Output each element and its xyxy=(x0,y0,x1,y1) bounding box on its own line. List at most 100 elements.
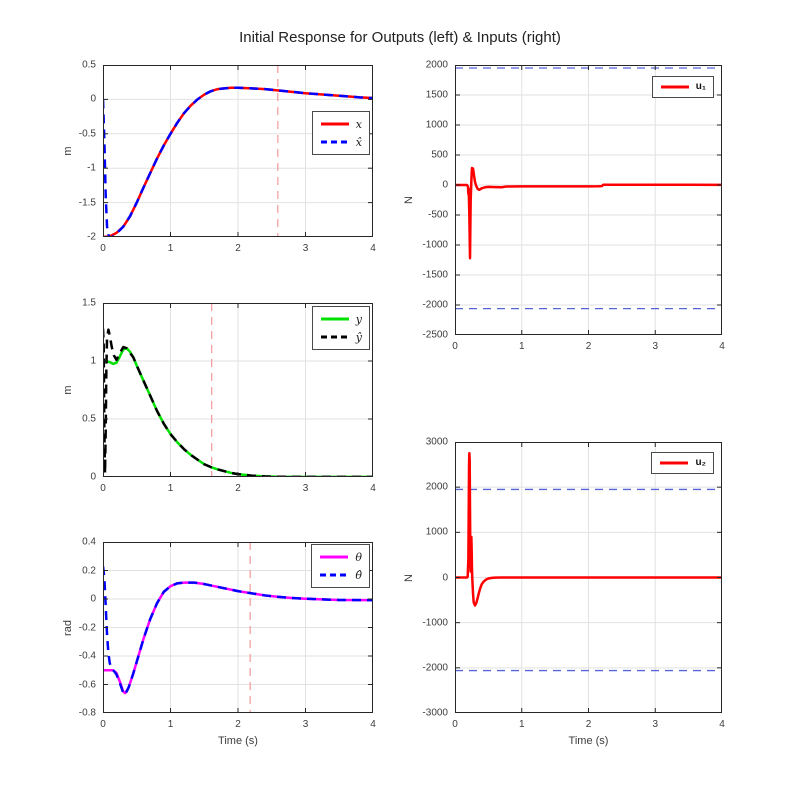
x-tick-label: 4 xyxy=(370,483,376,494)
legend-entry: θ̂ xyxy=(319,566,362,584)
y-tick-label: 0 xyxy=(90,471,96,483)
x-tick-label: 1 xyxy=(518,719,525,730)
x-tick-label: 1 xyxy=(167,483,174,494)
legend-label: u₂ xyxy=(695,457,706,468)
y-tick-label: -3000 xyxy=(422,707,448,719)
legend-label: θ xyxy=(355,550,362,564)
y-axis-label: m xyxy=(62,146,74,156)
x-tick-label: 3 xyxy=(302,719,309,730)
legend-line-swatch xyxy=(320,573,349,577)
plot-area xyxy=(455,442,722,713)
y-tick-label: 0.2 xyxy=(82,565,96,576)
y-tick-label: 3000 xyxy=(425,436,448,448)
legend-entry: u₂ xyxy=(659,456,706,470)
legend-label: x xyxy=(355,117,362,131)
legend-label: θ̂ xyxy=(355,568,362,582)
y-tick-label: -0.8 xyxy=(78,707,96,719)
y-tick-label: -2000 xyxy=(422,299,448,311)
y-tick-label: 0 xyxy=(90,93,96,105)
x-tick-label: 4 xyxy=(370,243,376,254)
y-tick-label: 2000 xyxy=(425,59,448,71)
y-tick-label: -500 xyxy=(427,209,448,221)
legend-entry: x̂ xyxy=(320,133,362,151)
y-tick-label: -1000 xyxy=(422,617,448,629)
y-tick-label: 0.5 xyxy=(82,413,96,425)
y-tick-label: -0.2 xyxy=(78,622,96,633)
x-tick-label: 3 xyxy=(652,341,659,352)
x-tick-label: 2 xyxy=(585,719,592,730)
legend-label: y xyxy=(355,312,362,326)
y-tick-label: -1.5 xyxy=(78,197,96,209)
subplot-u2-input: N Time (s) u₂ 0 1 2 3 4 -3000 -2000 -1000 0 1000 2… xyxy=(403,437,725,748)
y-tick-label: -0.5 xyxy=(78,128,96,140)
subplot-x-output: m x x̂ 0 1 2 3 4 -2 -1.5 -1 -0.5 0 0.5 xyxy=(62,60,376,255)
legend-box: u₁ xyxy=(651,76,714,98)
y-tick-label: 1500 xyxy=(425,89,448,101)
y-tick-label: -1 xyxy=(87,162,96,174)
legend-line-swatch xyxy=(320,122,349,126)
legend-label: ŷ xyxy=(355,330,362,344)
legend-box: x x̂ xyxy=(311,111,370,155)
x-tick-label: 0 xyxy=(452,341,458,352)
legend-line-swatch xyxy=(660,461,689,465)
x-tick-label: 1 xyxy=(167,719,174,730)
subplot-u1-input: N u₁ 0 1 2 3 4 -2500 -2000 -1500 -1000 -500 0 500 10… xyxy=(403,60,725,353)
y-tick-label: 1000 xyxy=(425,119,448,131)
x-tick-label: 0 xyxy=(100,243,106,254)
x-tick-label: 2 xyxy=(235,719,241,730)
legend-entry: y xyxy=(320,310,362,328)
legend-box: u₂ xyxy=(651,452,714,474)
x-tick-label: 2 xyxy=(235,483,241,494)
x-tick-label: 2 xyxy=(585,341,592,352)
x-tick-label: 1 xyxy=(518,341,525,352)
x-axis-label: Time (s) xyxy=(218,735,258,747)
legend-label: x̂ xyxy=(355,135,362,149)
legend-line-swatch xyxy=(320,317,349,321)
y-axis-label: m xyxy=(62,385,74,395)
legend-label: u₁ xyxy=(695,81,706,92)
legend-entry: ŷ xyxy=(320,328,362,346)
x-tick-label: 2 xyxy=(235,243,241,254)
legend-line-swatch xyxy=(320,335,349,339)
y-tick-label: 0 xyxy=(90,593,96,605)
x-tick-label: 3 xyxy=(302,483,309,494)
y-tick-label: -2 xyxy=(87,231,96,243)
y-tick-label: 1 xyxy=(90,355,96,367)
y-axis-label: N xyxy=(403,573,415,582)
plot-area xyxy=(455,65,722,335)
x-tick-label: 1 xyxy=(167,243,174,254)
y-tick-label: -0.6 xyxy=(78,679,96,690)
y-tick-label: 0 xyxy=(442,572,448,583)
y-tick-label: 0.4 xyxy=(82,536,96,548)
legend-line-swatch xyxy=(660,85,689,89)
y-tick-label: 1000 xyxy=(425,526,448,538)
y-tick-label: 1.5 xyxy=(82,297,96,309)
subplot-theta-output: rad Time (s) θ θ̂ 0 1 2 3 4 -0.8 -0.6 -0.4 -0.2 0 0… xyxy=(62,537,376,748)
x-tick-label: 4 xyxy=(719,719,725,730)
y-tick-label: 0.5 xyxy=(82,59,96,71)
x-tick-label: 4 xyxy=(719,341,725,352)
y-tick-label: -0.4 xyxy=(78,650,96,662)
figure-title: Initial Response for Outputs (left) & In… xyxy=(239,29,561,46)
legend-entry: u₁ xyxy=(660,80,706,94)
x-tick-label: 3 xyxy=(302,243,309,254)
y-tick-label: -2000 xyxy=(422,662,448,674)
x-tick-label: 0 xyxy=(100,719,106,730)
legend-box: θ θ̂ xyxy=(311,544,370,588)
y-tick-label: -2500 xyxy=(422,329,448,341)
y-tick-label: -1500 xyxy=(422,269,448,281)
y-tick-label: 2000 xyxy=(425,481,448,493)
x-axis-label: Time (s) xyxy=(568,735,609,747)
legend-line-swatch xyxy=(320,555,349,559)
legend-entry: x xyxy=(320,115,362,133)
x-tick-label: 0 xyxy=(100,483,106,494)
y-axis-label: rad xyxy=(62,619,74,636)
x-tick-label: 4 xyxy=(370,719,376,730)
y-tick-label: -1000 xyxy=(422,239,448,251)
legend-line-swatch xyxy=(320,140,349,144)
x-tick-label: 3 xyxy=(652,719,659,730)
legend-entry: θ xyxy=(319,548,362,566)
